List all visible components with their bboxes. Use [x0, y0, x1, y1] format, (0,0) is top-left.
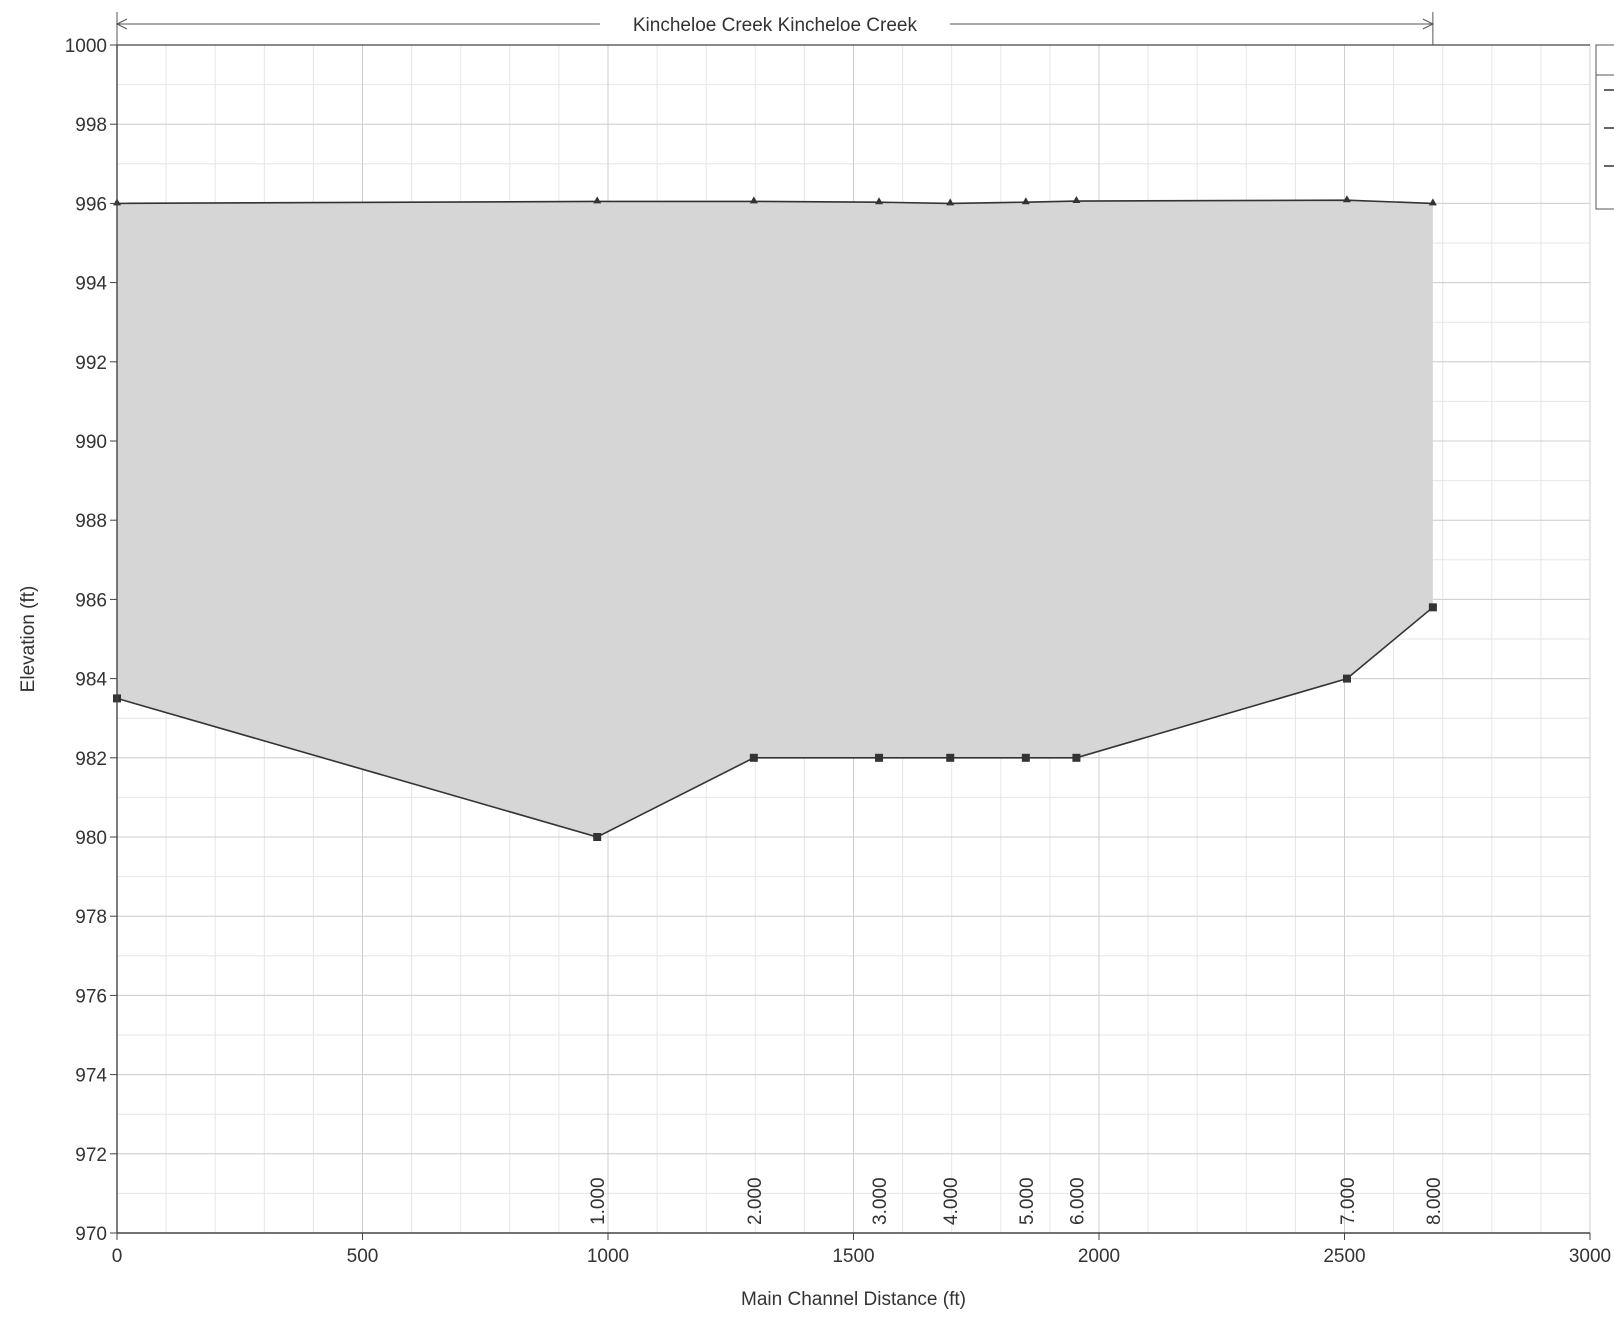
x-tick-label: 2500 [1323, 1246, 1365, 1267]
reach-extent: Kincheloe Creek Kincheloe Creek [115, 12, 1434, 45]
series-marker [1428, 198, 1437, 206]
cross-section-label: 5.000 [1017, 1177, 1038, 1225]
y-tick-label: 992 [75, 353, 107, 374]
x-tick-label: 1500 [832, 1246, 874, 1267]
series-marker [1021, 753, 1030, 762]
series-marker [946, 753, 955, 762]
water-fill [117, 200, 1433, 837]
series-marker [1021, 197, 1030, 205]
series-marker [1342, 674, 1351, 683]
cross-section-labels: 1.000 2.000 3.000 4.000 5.000 6.000 7.000 8.000 [588, 1177, 1445, 1225]
legend [1595, 44, 1614, 210]
y-tick-label: 984 [75, 670, 107, 691]
series-marker [1072, 753, 1081, 762]
x-tick-label: 2000 [1078, 1246, 1120, 1267]
series-marker [593, 196, 602, 204]
y-tick-label: 996 [75, 194, 107, 215]
x-tick-label: 3000 [1569, 1246, 1611, 1267]
cross-section-label: 7.000 [1338, 1177, 1359, 1225]
x-tick-label: 500 [347, 1246, 379, 1267]
y-axis-label: Elevation (ft) [18, 586, 39, 693]
series-marker [875, 753, 884, 762]
y-tick-label: 976 [75, 986, 107, 1007]
reach-end-arrow [1422, 18, 1434, 30]
x-tick-label: 1000 [587, 1246, 629, 1267]
y-tick-label: 970 [75, 1224, 107, 1245]
y-tick-label: 986 [75, 590, 107, 611]
y-tick-label: 980 [75, 828, 107, 849]
series-marker [1428, 603, 1437, 612]
series-marker [749, 753, 758, 762]
y-tick-label: 988 [75, 511, 107, 532]
y-tick-label: 978 [75, 907, 107, 928]
cross-section-label: 2.000 [745, 1177, 766, 1225]
cross-section-label: 4.000 [941, 1177, 962, 1225]
series-marker [875, 197, 884, 205]
cross-section-label: 6.000 [1067, 1177, 1088, 1225]
reach-label: Kincheloe Creek Kincheloe Creek [633, 15, 918, 36]
y-tick-label: 974 [75, 1066, 107, 1087]
series-marker [946, 198, 955, 206]
reach-label-bg [599, 12, 950, 36]
legend-box [1595, 44, 1614, 210]
x-tick-label: 0 [112, 1246, 123, 1267]
y-tick-label: 972 [75, 1145, 107, 1166]
y-tick-label: 990 [75, 432, 107, 453]
series-marker [1342, 195, 1351, 203]
y-tick-label: 994 [75, 274, 107, 295]
cross-section-label: 3.000 [870, 1177, 891, 1225]
x-axis-label: Main Channel Distance (ft) [741, 1289, 966, 1310]
cross-section-label: 8.000 [1424, 1177, 1445, 1225]
axes: 0 500 1000 1500 2000 2500 3000 970 972 974 976 978 9… [65, 36, 1611, 1267]
series-marker [749, 196, 758, 204]
reach-start-arrow [115, 18, 128, 30]
fill-area [117, 200, 1433, 837]
cross-section-label: 1.000 [588, 1177, 609, 1225]
series-marker [1072, 196, 1081, 204]
y-tick-label: 1000 [65, 36, 107, 57]
series-marker [593, 833, 602, 841]
y-tick-label: 982 [75, 749, 107, 770]
y-tick-label: 998 [75, 115, 107, 136]
